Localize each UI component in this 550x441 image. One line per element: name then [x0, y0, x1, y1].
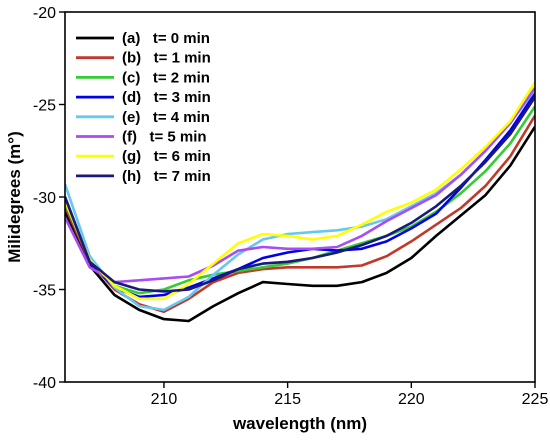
- y-tick-label: -25: [33, 98, 56, 115]
- legend-label-1: (b) t= 1 min: [122, 50, 211, 67]
- series-line-3: [65, 92, 535, 299]
- legend-label-6: (g) t= 6 min: [122, 148, 211, 165]
- y-tick-label: -35: [33, 283, 56, 300]
- ticks-layer: 210 215 220 225 -40 -35 -30 -25 -20: [33, 5, 549, 408]
- series-line-7: [65, 96, 535, 293]
- legend-label-4: (e) t= 4 min: [122, 109, 210, 126]
- legend-label-3: (d) t= 3 min: [122, 89, 211, 106]
- x-axis-title: wavelength (nm): [232, 414, 367, 433]
- x-tick-label: 215: [274, 391, 301, 408]
- plot-frame: [64, 11, 536, 383]
- series-line-5: [65, 87, 535, 284]
- y-tick-label: -20: [33, 5, 56, 22]
- series-line-6: [65, 81, 535, 301]
- y-axis-title: Milidegrees (m°): [5, 131, 24, 263]
- legend-label-2: (c) t= 2 min: [122, 69, 210, 86]
- legend: (a) t= 0 min (b) t= 1 min (c) t= 2 min (d) …: [76, 30, 211, 185]
- y-tick-label: -40: [33, 375, 56, 392]
- x-tick-label: 220: [398, 391, 425, 408]
- legend-label-5: (f) t= 5 min: [122, 129, 207, 146]
- series-layer: [65, 81, 535, 323]
- y-tick-label: -30: [33, 190, 56, 207]
- legend-label-0: (a) t= 0 min: [122, 30, 210, 47]
- x-tick-label: 210: [151, 391, 178, 408]
- x-tick-label: 225: [522, 391, 549, 408]
- legend-label-7: (h) t= 7 min: [122, 168, 211, 185]
- series-line-0: [65, 126, 535, 323]
